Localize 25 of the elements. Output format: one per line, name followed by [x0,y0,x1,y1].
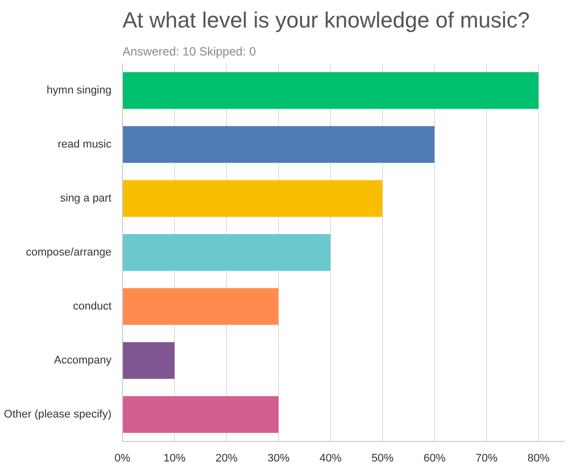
x-tick-label: 60% [423,452,446,464]
bar [122,288,278,325]
y-tick-label: compose/arrange [26,246,112,258]
chart-title: At what level is your knowledge of music? [122,8,530,32]
x-tick-label: 0% [114,452,131,464]
x-tick-label: 80% [527,452,550,464]
bar [122,180,382,217]
x-tick-label: 20% [215,452,238,464]
bar [122,126,434,163]
x-tick-label: 30% [267,452,290,464]
y-tick-label: read music [58,138,112,150]
bar [122,396,278,433]
bar [122,342,174,379]
bar [122,72,538,109]
x-tick-label: 40% [319,452,342,464]
x-tick-label: 10% [163,452,186,464]
x-tick-label: 50% [371,452,394,464]
y-tick-label: sing a part [60,192,112,204]
y-tick-label: Other (please specify) [4,408,112,420]
x-tick-label: 70% [475,452,498,464]
bar [122,234,330,271]
y-tick-label: Accompany [54,354,112,366]
y-tick-label: conduct [72,300,112,312]
y-tick-label: hymn singing [46,84,112,96]
chart-subtitle: Answered: 10 Skipped: 0 [122,44,256,58]
